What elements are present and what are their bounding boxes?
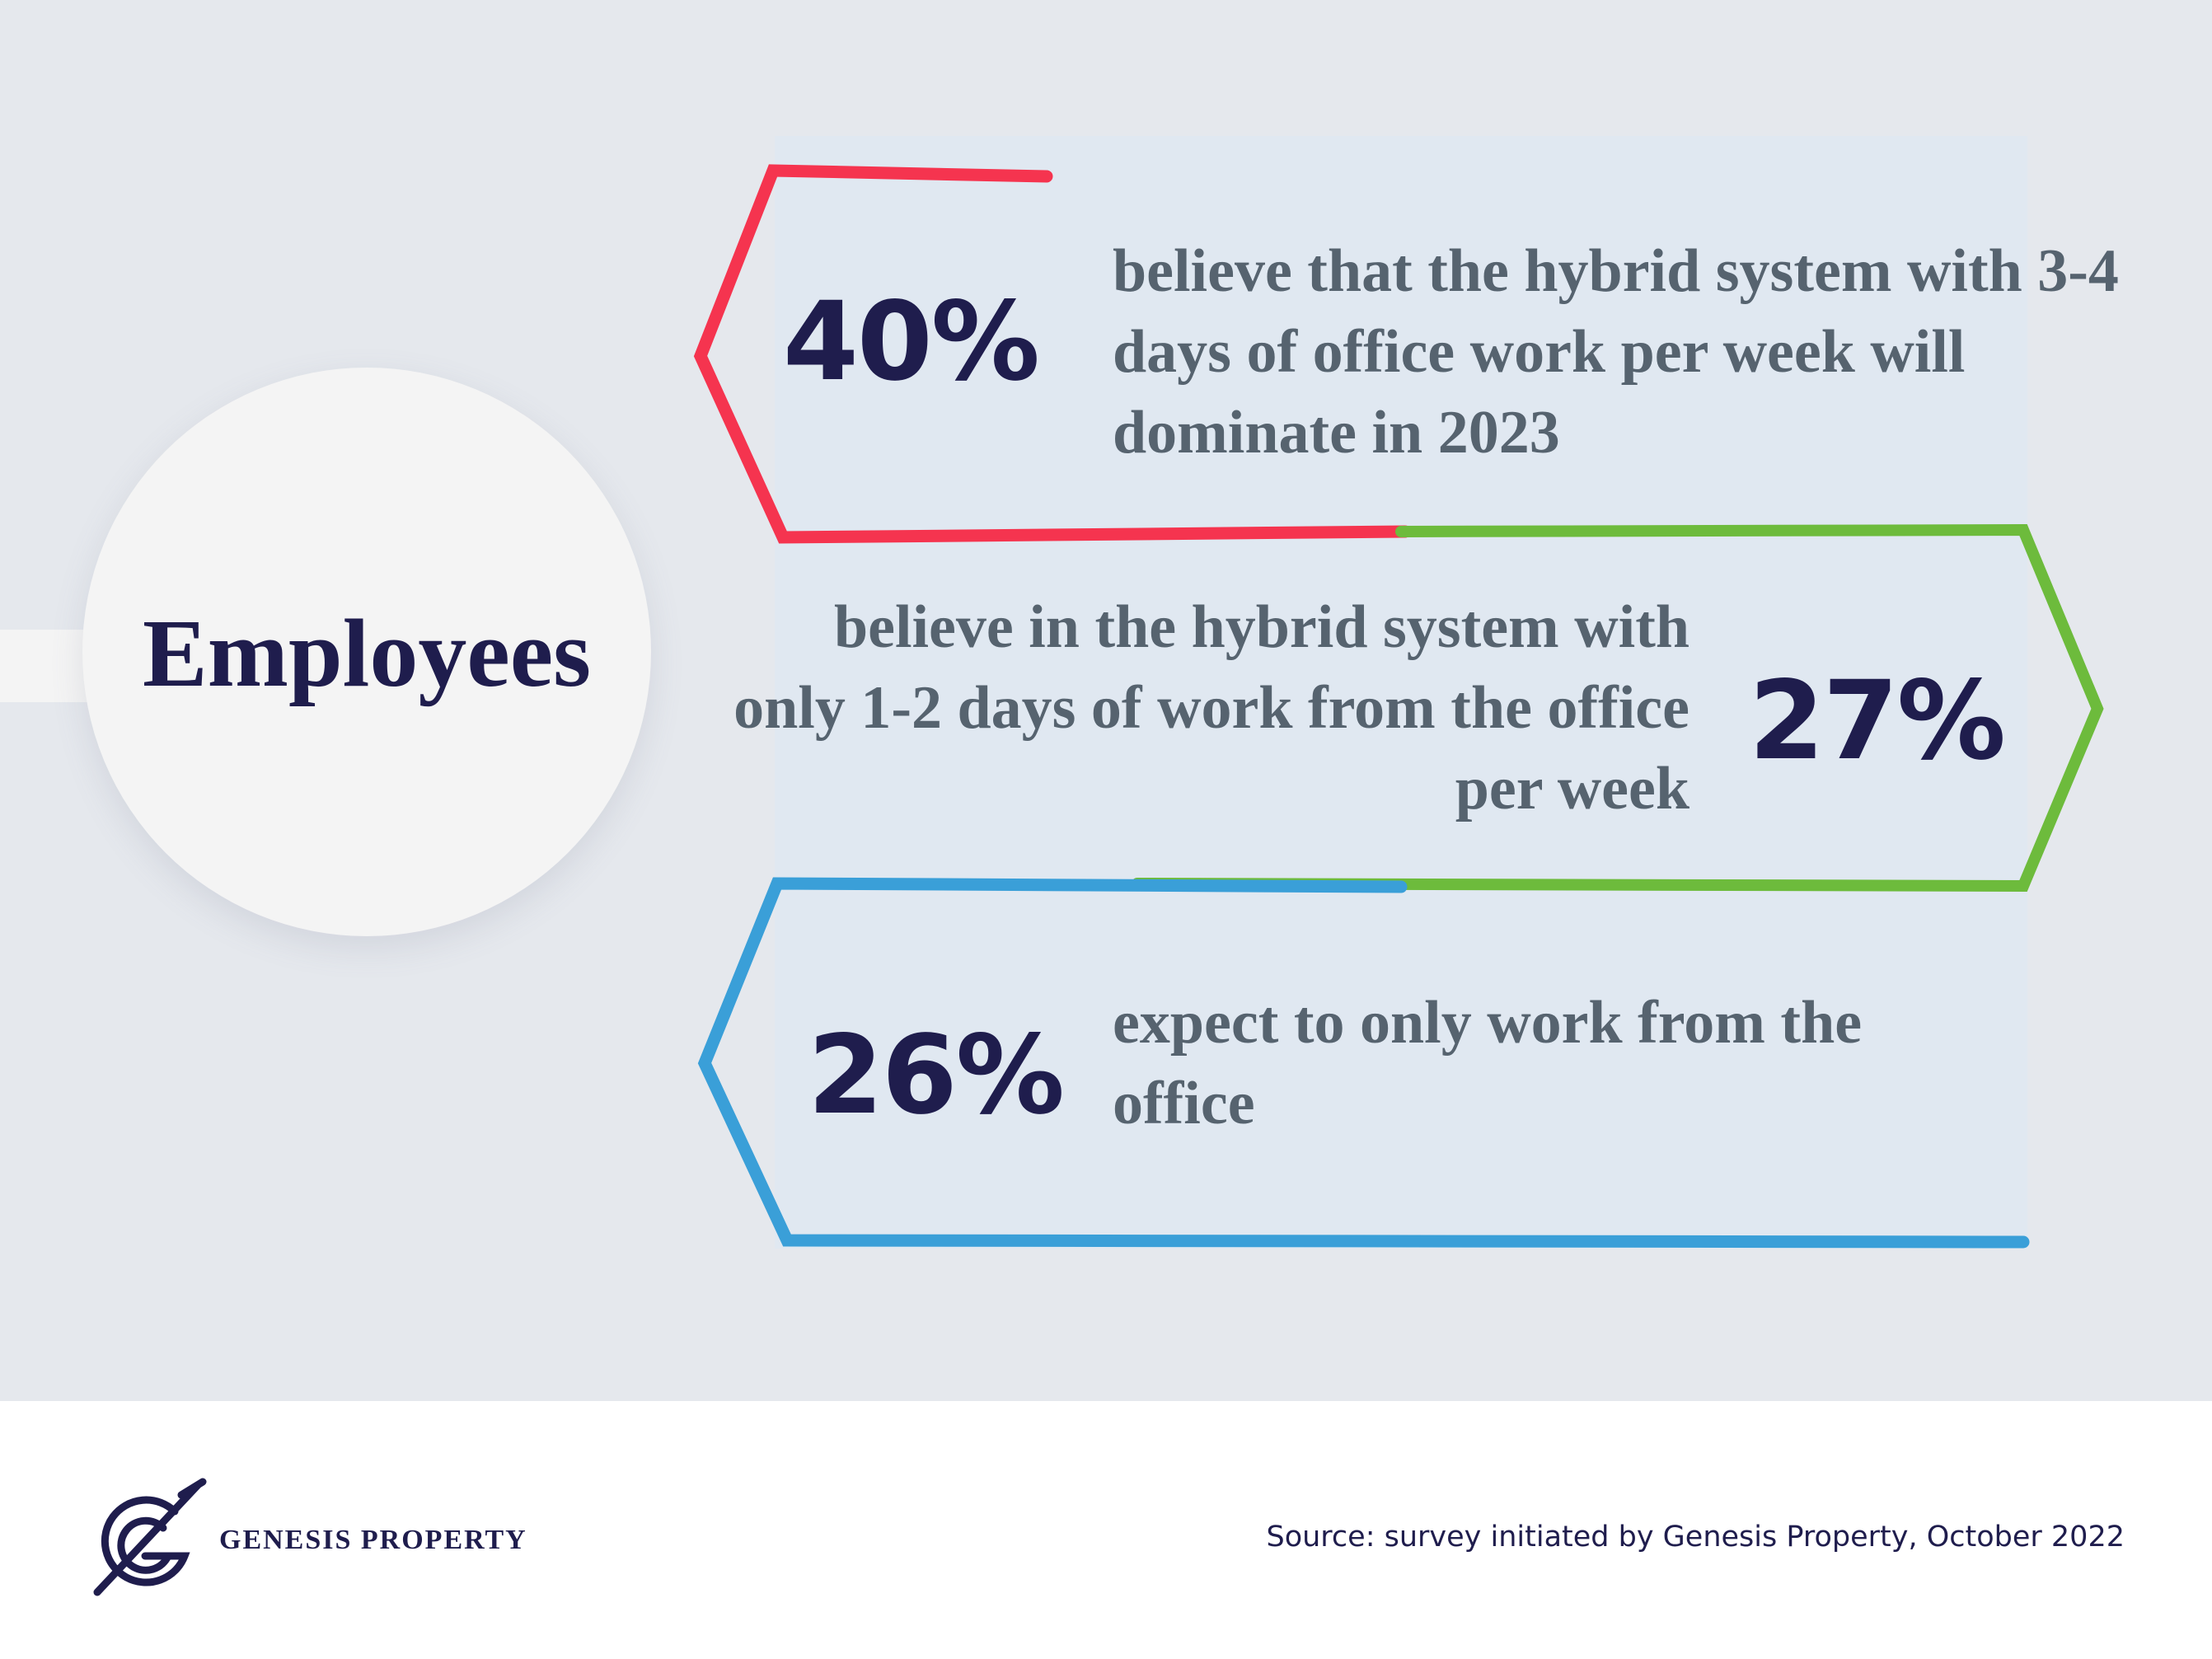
footer [0,1401,2212,1659]
infographic-area: Employees 40% believe that the hybrid sy… [0,0,2212,1401]
brand-name: GENESIS PROPERTY [219,1525,527,1555]
red-chevron-frame [693,164,1412,544]
blue-chevron-frame [697,877,2030,1249]
stat-2-percent: 27% [1749,658,2006,785]
stat-1-percent: 40% [783,279,1040,405]
source-note: Source: survey initiated by Genesis Prop… [1266,1521,2125,1554]
stat-panel-3-background [775,886,2027,1249]
stat-2-description: believe in the hybrid system with only 1… [733,593,1689,822]
hub-label: Employees [142,599,592,707]
hub-circle [82,368,651,936]
stat-3-percent: 26% [808,1012,1065,1139]
stat-1-description: believe that the hybrid system with 3-4 … [1113,237,2119,466]
genesis-g-monogram-icon [93,1478,207,1596]
stat-panel-2-background [775,532,2027,886]
green-chevron-frame [1132,523,2104,893]
arrow-frames [693,164,2104,1249]
stat-3-description: expect to only work from the office [1113,989,1863,1137]
stat-panel-1-background [775,136,2027,532]
